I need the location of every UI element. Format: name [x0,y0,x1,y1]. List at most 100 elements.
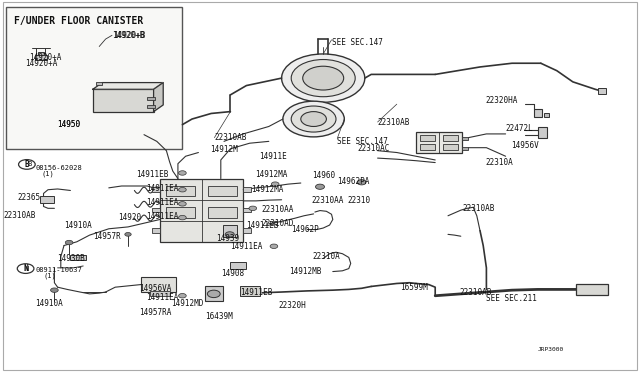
Circle shape [19,160,35,169]
Text: 22365: 22365 [18,193,41,202]
Bar [208,207,237,218]
Text: 22310A: 22310A [312,252,340,261]
Bar [598,88,606,94]
Circle shape [291,106,336,132]
Text: 22310AA: 22310AA [261,205,294,214]
Text: 14930B: 14930B [58,254,85,263]
Bar [6,7,182,149]
Text: 14911EA: 14911EA [146,184,179,193]
Text: F/UNDER FLOOR CANISTER: F/UNDER FLOOR CANISTER [14,16,143,26]
Bar [420,135,435,141]
Text: 22320H: 22320H [278,301,306,310]
Bar [243,208,251,212]
Text: 22472L: 22472L [506,124,533,133]
Circle shape [125,232,131,236]
Text: JRP3000: JRP3000 [538,347,564,352]
Bar [223,225,237,237]
Bar [166,186,195,196]
Text: 14950: 14950 [58,120,81,129]
Bar [38,52,44,55]
Text: B: B [24,160,29,169]
Text: 22310: 22310 [348,196,371,205]
Text: 16599M: 16599M [400,283,428,292]
Bar [93,89,154,112]
Text: 22310AC: 22310AC [357,144,390,153]
Text: 14910A: 14910A [64,221,92,230]
Bar [544,113,549,117]
Text: 08911-10637: 08911-10637 [35,267,82,273]
Circle shape [179,215,186,220]
Text: 22310AB: 22310AB [214,133,247,142]
Text: 14920+B: 14920+B [113,31,145,40]
Text: 14912MA: 14912MA [252,185,284,194]
Circle shape [179,171,186,175]
Text: 22320HA: 22320HA [485,96,518,105]
Text: 14908: 14908 [221,269,244,278]
Bar [240,286,260,296]
Circle shape [179,294,186,298]
Bar [205,286,223,301]
Text: 14912MB: 14912MB [289,267,322,276]
Text: 14956VA: 14956VA [140,284,172,293]
Bar [70,255,86,260]
Text: 14920+B: 14920+B [112,31,145,40]
Text: 14962PA: 14962PA [337,177,370,186]
Text: 14911EB: 14911EB [136,170,169,179]
Circle shape [301,112,326,126]
Text: 14960: 14960 [312,171,335,180]
Bar [443,135,458,141]
Circle shape [303,66,344,90]
Text: 22310AB: 22310AB [3,211,36,220]
Bar [147,105,155,108]
Circle shape [291,60,355,97]
Bar [166,207,195,218]
Circle shape [282,54,365,102]
Bar [150,291,170,296]
Text: 14911EB: 14911EB [240,288,273,296]
Text: 14911EA: 14911EA [146,198,179,207]
Text: 08156-62028: 08156-62028 [35,165,82,171]
Text: 14912MA: 14912MA [255,170,287,179]
Text: 14910A: 14910A [35,299,63,308]
Text: N: N [24,266,29,272]
Text: 22310AB: 22310AB [460,288,492,297]
Bar [35,55,47,60]
Text: 14962P: 14962P [291,225,319,234]
Text: 16439M: 16439M [205,312,232,321]
Circle shape [207,290,220,298]
Circle shape [179,202,186,206]
Text: 14911EA: 14911EA [230,242,263,251]
Text: SEE SEC.147: SEE SEC.147 [337,137,388,146]
Text: 14911EA: 14911EA [146,293,179,302]
Text: 14912M: 14912M [210,145,237,154]
Bar [534,109,542,117]
Bar [152,228,160,233]
Text: 14911EB: 14911EB [246,221,279,230]
Bar [243,228,251,233]
Circle shape [316,184,324,189]
Text: 14920+A: 14920+A [26,60,58,68]
Circle shape [283,101,344,137]
Circle shape [249,206,257,211]
Bar [462,137,468,140]
Polygon shape [93,83,163,89]
Text: 14920: 14920 [118,213,141,222]
Bar [40,196,54,203]
Text: 14912MD: 14912MD [172,299,204,308]
Text: 22310AD: 22310AD [261,219,294,228]
Bar [147,97,155,100]
Text: 14957R: 14957R [93,232,120,241]
Bar [96,82,102,85]
Circle shape [271,182,279,186]
Bar [462,147,468,150]
Text: 22310AA: 22310AA [312,196,344,205]
Bar [443,144,458,150]
Bar [243,187,251,192]
Text: 14911EA: 14911EA [146,212,179,221]
Bar [538,127,547,138]
Bar [230,262,246,269]
Circle shape [179,187,186,192]
Bar [141,277,176,292]
Bar [420,144,435,150]
Circle shape [270,244,278,248]
